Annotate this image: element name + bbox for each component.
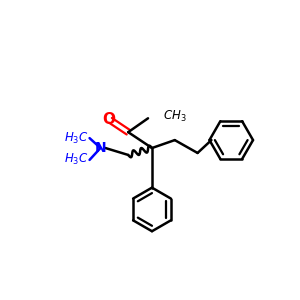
Text: $CH_3$: $CH_3$ — [163, 109, 187, 124]
Text: $H_3C$: $H_3C$ — [64, 152, 88, 167]
Text: N: N — [95, 141, 106, 155]
Text: O: O — [102, 112, 115, 127]
Text: $H_3C$: $H_3C$ — [64, 130, 88, 146]
